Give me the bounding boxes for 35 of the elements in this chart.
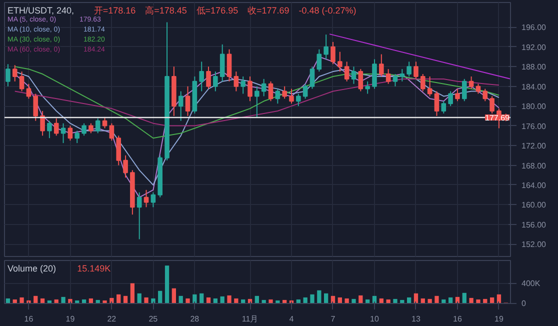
y-tick-label: 400K bbox=[522, 278, 541, 288]
x-tick-label: 22 bbox=[107, 314, 117, 324]
x-tick-label: 19 bbox=[66, 314, 76, 324]
annotation: -0.48 (-0.27%) bbox=[298, 6, 356, 16]
y-tick-label: 168.00 bbox=[522, 161, 547, 170]
y-tick-label: 156.00 bbox=[522, 220, 547, 230]
annotation: 开=178.16 bbox=[94, 6, 136, 16]
x-tick-label: 7 bbox=[330, 314, 336, 324]
y-tick-label: 196.00 bbox=[522, 23, 547, 32]
x-tick-label: 28 bbox=[190, 314, 200, 324]
ref-line-label: 177.69 bbox=[485, 113, 510, 122]
x-tick-label: 16 bbox=[453, 314, 462, 324]
x-tick-label: 25 bbox=[148, 314, 158, 324]
y-tick-label: 164.00 bbox=[522, 180, 547, 190]
y-tick-label: 172.00 bbox=[522, 142, 547, 151]
annotation: 低=176.95 bbox=[196, 6, 238, 16]
annotation: 收=177.69 bbox=[248, 6, 290, 16]
y-tick-label: 180.00 bbox=[522, 102, 547, 112]
y-tick-label: 176.00 bbox=[522, 122, 547, 131]
y-tick-label: 188.00 bbox=[522, 62, 547, 72]
y-tick-label: 152.00 bbox=[522, 240, 547, 250]
y-tick-label: 160.00 bbox=[522, 200, 547, 210]
y-tick-label: 184.00 bbox=[522, 82, 547, 92]
y-tick-label: 0 bbox=[522, 299, 526, 308]
chart-title: Volume (20) bbox=[8, 264, 56, 274]
x-tick-label: 11月 bbox=[242, 314, 258, 324]
x-tick-label: 13 bbox=[412, 314, 421, 324]
annotation: 高=178.45 bbox=[145, 6, 187, 16]
x-tick-label: 4 bbox=[289, 314, 294, 324]
annotation: 15.149K bbox=[77, 264, 111, 274]
y-tick-label: 192.00 bbox=[522, 42, 547, 52]
x-tick-label: 10 bbox=[370, 314, 380, 324]
x-tick-label: 19 bbox=[494, 314, 504, 324]
x-tick-label: 16 bbox=[24, 314, 34, 324]
chart-title: ETH/USDT, 240, bbox=[8, 6, 74, 16]
